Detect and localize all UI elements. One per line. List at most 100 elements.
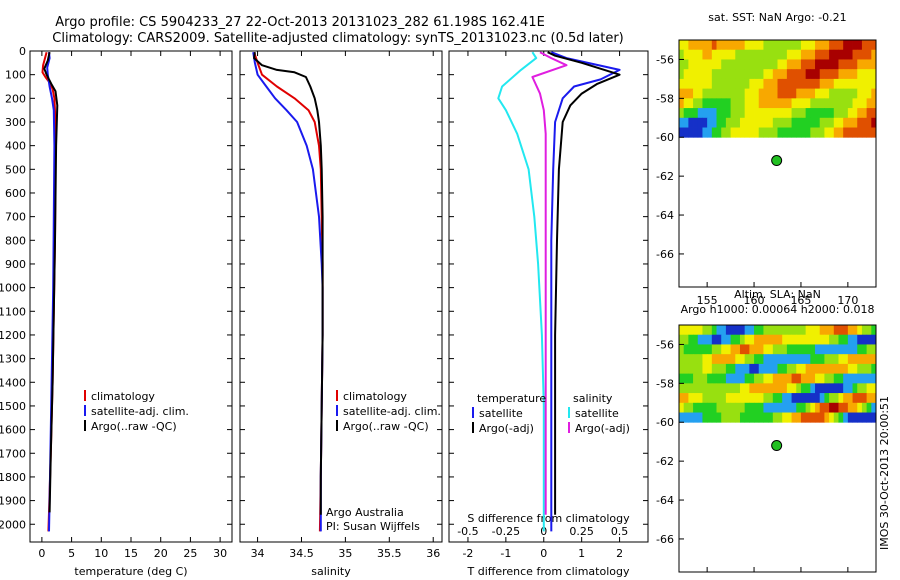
heatmap-cell [754,127,760,138]
heatmap-cell [735,59,741,70]
heatmap-cell [861,40,868,51]
heatmap-cell [824,127,830,138]
heatmap-cell [716,325,722,336]
heatmap-cell [697,117,703,128]
heatmap-cell [711,325,717,336]
heatmap-cell [871,344,877,355]
heatmap-cell [702,49,708,60]
heatmap-cell [829,344,835,355]
heatmap-cell [833,40,839,51]
heatmap-cell [857,383,863,394]
heatmap-cell [749,59,755,70]
x-tick-label: 30 [213,547,227,560]
x2-tick-label: 0.25 [569,525,594,538]
heatmap-cell [730,78,736,90]
heatmap-cell [772,117,778,128]
heatmap-cell [697,363,703,375]
heatmap-cell [805,117,811,128]
heatmap-cell [735,88,741,99]
heatmap-cell [786,88,792,99]
heatmap-cell [852,40,858,51]
heatmap-cell [754,402,760,413]
heatmap-cell [702,98,708,109]
heatmap-cell [772,412,778,423]
heatmap-cell [871,40,877,51]
heatmap-cell [796,383,802,394]
heatmap-cell [735,49,741,60]
heatmap-cell [688,373,694,384]
y-tick-label: 0 [19,45,26,58]
heatmap-cell [707,108,713,119]
x-tick-label: 0 [38,547,45,560]
y-tick-label: 1100 [0,305,26,318]
heatmap-cell [866,108,872,119]
heatmap-cell [805,325,811,336]
heatmap-cell [866,393,872,404]
heatmap-cell [819,69,825,80]
heatmap-cell [824,49,830,60]
heatmap-cell [693,383,699,394]
heatmap-cell [810,383,816,394]
heatmap-cell [805,363,811,375]
heatmap-cell [739,127,746,138]
heatmap-cell [739,412,746,423]
heatmap-cell [739,363,746,375]
heatmap-cell [796,78,802,90]
heatmap-cell [697,88,703,99]
heatmap-cell [843,325,849,336]
heatmap-cell [829,40,835,51]
heatmap-cell [833,334,839,345]
heatmap-cell [697,393,703,404]
heatmap-cell [711,117,717,128]
heatmap-cell [824,373,830,384]
x2-tick-label: 0 [540,525,547,538]
legend-label: satellite-adj. clim. [91,405,189,418]
heatmap-cell [711,78,717,90]
heatmap-cell [824,40,830,51]
heatmap-cell [679,108,685,119]
heatmap-cell [838,69,844,80]
heatmap-cell [866,49,872,60]
heatmap-cell [782,344,788,355]
heatmap-cell [744,59,750,70]
heatmap-cell [716,127,722,138]
heatmap-cell [679,412,685,423]
heatmap-cell [791,69,797,80]
heatmap-cell [810,363,816,375]
heatmap-cell [683,354,689,365]
heatmap-cell [679,354,685,365]
heatmap-cell [861,88,868,99]
heatmap-cell [683,402,689,413]
heatmap-cell [725,373,731,384]
x-tick-label: -2 [462,547,473,560]
salinity-frame [239,50,443,543]
heatmap-cell [871,412,877,423]
heatmap-cell [810,117,816,128]
y-tick-label: -56 [656,338,674,351]
heatmap-cell [838,78,844,90]
heatmap-cell [796,88,802,99]
heatmap-cell [829,383,835,394]
heatmap-cell [768,383,774,394]
heatmap-cell [754,354,760,365]
heatmap-cell [768,88,774,99]
heatmap-cell [679,344,685,355]
heatmap-cell [725,363,731,375]
heatmap-cell [866,373,872,384]
heatmap-cell [815,40,821,51]
heatmap-cell [707,40,713,51]
heatmap-cell [810,325,816,336]
heatmap-cell [679,40,685,51]
heatmap-cell [735,108,741,119]
heatmap-cell [707,88,713,99]
y-tick-label: 1400 [0,376,26,389]
heatmap-cell [711,354,717,365]
heatmap-cell [735,325,741,336]
heatmap-cell [739,344,746,355]
heatmap-cell [833,383,839,394]
heatmap-cell [782,88,788,99]
heatmap-cell [824,402,830,413]
heatmap-cell [810,412,816,423]
heatmap-cell [829,49,835,60]
heatmap-cell [857,98,863,109]
